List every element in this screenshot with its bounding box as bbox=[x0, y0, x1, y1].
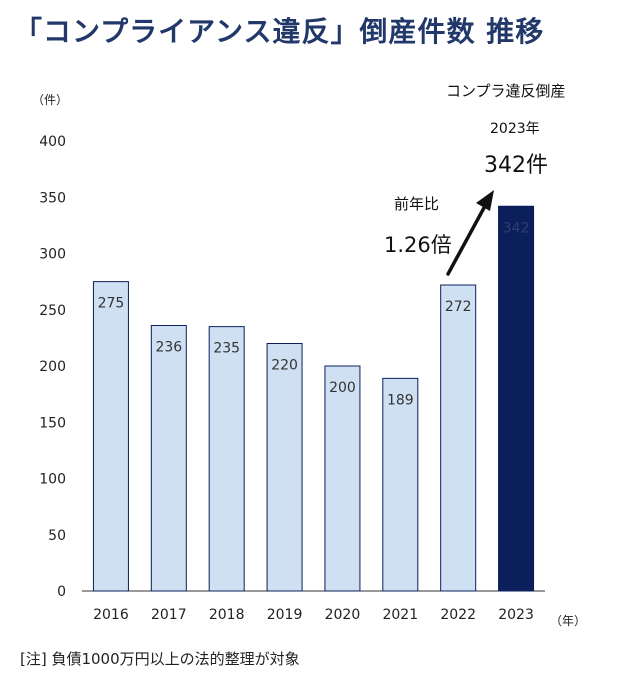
bar-2023 bbox=[498, 205, 535, 592]
y-tick-label: 400 bbox=[39, 134, 66, 150]
ratio-value: 1.26倍 bbox=[384, 233, 452, 257]
x-axis-label: （年） bbox=[550, 614, 586, 628]
bar-2016 bbox=[92, 281, 129, 592]
x-tick-label: 2019 bbox=[267, 607, 303, 623]
bar-2022 bbox=[440, 284, 477, 592]
x-tick-label: 2020 bbox=[325, 607, 361, 623]
data-label-2021: 189 bbox=[387, 392, 414, 408]
chart-title: 「コンプライアンス違反」倒産件数 推移 bbox=[14, 15, 545, 48]
y-tick-label: 50 bbox=[48, 528, 66, 544]
bar-2018 bbox=[208, 326, 245, 592]
y-tick-label: 0 bbox=[57, 584, 66, 600]
y-tick-label: 150 bbox=[39, 415, 66, 431]
x-tick-label: 2017 bbox=[151, 607, 187, 623]
data-label-2018: 235 bbox=[213, 341, 240, 357]
bar-2019 bbox=[266, 343, 303, 592]
x-tick-label: 2016 bbox=[93, 607, 129, 623]
bar-2020 bbox=[324, 365, 361, 592]
data-label-2017: 236 bbox=[155, 340, 182, 356]
bar-2017 bbox=[150, 325, 187, 592]
x-tick-label: 2022 bbox=[440, 607, 476, 623]
x-tick-label: 2023 bbox=[498, 607, 534, 623]
y-tick-label: 100 bbox=[39, 472, 66, 488]
data-label-2023: 342 bbox=[503, 220, 530, 236]
trend-arrow-head bbox=[476, 190, 494, 211]
highlight-label: コンプラ違反倒産 bbox=[446, 82, 566, 100]
highlight-year: 2023年 bbox=[490, 121, 540, 137]
y-tick-label: 200 bbox=[39, 359, 66, 375]
data-label-2022: 272 bbox=[445, 299, 472, 315]
data-label-2019: 220 bbox=[271, 358, 298, 374]
y-tick-label: 350 bbox=[39, 190, 66, 206]
data-label-2016: 275 bbox=[98, 296, 125, 312]
y-tick-label: 250 bbox=[39, 303, 66, 319]
footnote: [注] 負債1000万円以上の法的整理が対象 bbox=[20, 650, 300, 668]
x-tick-label: 2021 bbox=[382, 607, 418, 623]
y-axis-label: （件） bbox=[32, 93, 68, 107]
data-label-2020: 200 bbox=[329, 380, 356, 396]
trend-arrow-line bbox=[446, 204, 487, 276]
highlight-count: 342件 bbox=[484, 153, 548, 178]
bar-2021 bbox=[382, 377, 419, 592]
x-tick-label: 2018 bbox=[209, 607, 245, 623]
y-tick-label: 300 bbox=[39, 247, 66, 263]
ratio-label: 前年比 bbox=[394, 195, 440, 213]
